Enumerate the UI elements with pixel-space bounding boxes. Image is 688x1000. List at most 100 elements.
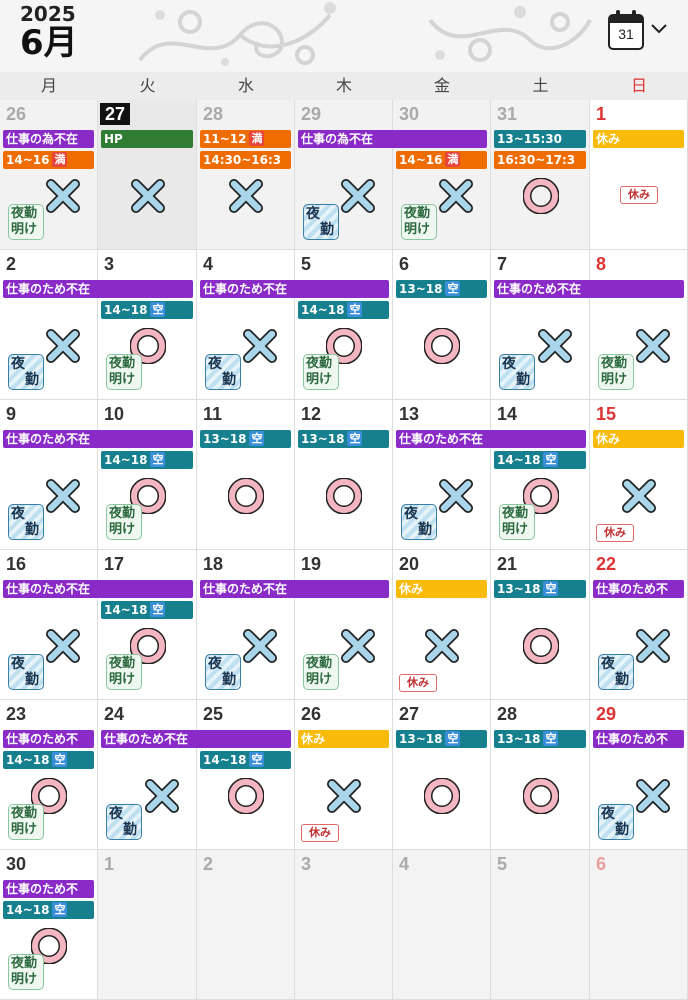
- circle-mark-icon: [522, 628, 559, 664]
- night-shift-text-2: 勤: [418, 522, 432, 538]
- after-night-shift-text-1: 夜勤: [109, 506, 136, 521]
- event-bar[interactable]: HP: [101, 130, 193, 148]
- event-bar[interactable]: 仕事のため不在: [3, 580, 193, 598]
- calendar-view-button[interactable]: 31: [606, 10, 668, 54]
- after-night-shift-text-1: 夜勤: [109, 356, 136, 371]
- available-tag: 空: [543, 452, 559, 467]
- event-bar[interactable]: 14~18 空: [101, 601, 193, 619]
- day-number: 4: [399, 854, 410, 874]
- day-cell[interactable]: 31: [491, 100, 590, 250]
- circle-mark-icon: [129, 478, 166, 514]
- month-label[interactable]: 6月: [20, 23, 78, 63]
- day-cell[interactable]: 27: [98, 100, 197, 250]
- event-text: 13~18: [203, 432, 247, 446]
- event-bar[interactable]: 休み: [593, 430, 684, 448]
- event-bar[interactable]: 14~18 空: [3, 901, 94, 919]
- day-number: 30: [6, 854, 27, 874]
- day-cell[interactable]: 25: [197, 700, 295, 850]
- event-text: 仕事のため不: [6, 732, 79, 746]
- day-cell[interactable]: 21: [491, 550, 590, 700]
- after-night-shift-stamp: 夜勤 明け: [106, 504, 142, 540]
- event-bar[interactable]: 14~18 空: [3, 751, 94, 769]
- event-text: 14~16: [6, 153, 50, 167]
- day-cell[interactable]: 28: [197, 100, 295, 250]
- event-bar[interactable]: 仕事のため不在: [3, 280, 193, 298]
- event-bar[interactable]: 仕事のため不: [3, 880, 94, 898]
- day-cell[interactable]: 12: [295, 400, 393, 550]
- available-tag: 空: [445, 281, 461, 296]
- day-cell[interactable]: 4: [197, 250, 295, 400]
- event-bar[interactable]: 仕事のため不: [593, 580, 684, 598]
- event-bar[interactable]: 仕事のため不: [3, 730, 94, 748]
- event-bar[interactable]: 仕事の為不在: [298, 130, 487, 148]
- event-bar[interactable]: 13~18 空: [494, 730, 586, 748]
- event-bar[interactable]: 14~18 空: [200, 751, 291, 769]
- cross-mark-icon: [622, 479, 656, 513]
- event-bar[interactable]: 仕事のため不在: [101, 730, 291, 748]
- event-bar[interactable]: 仕事のため不在: [396, 430, 586, 448]
- available-tag: 空: [543, 731, 559, 746]
- day-number: 2: [203, 854, 214, 874]
- day-cell[interactable]: 27: [393, 700, 491, 850]
- event-bar[interactable]: 13~18 空: [396, 730, 487, 748]
- day-cell[interactable]: 11: [197, 400, 295, 550]
- night-shift-text-1: 夜: [306, 206, 320, 222]
- event-bar[interactable]: 休み: [593, 130, 684, 148]
- event-bar[interactable]: 仕事の為不在: [3, 130, 94, 148]
- available-tag: 空: [543, 581, 559, 596]
- event-bar[interactable]: 休み: [396, 580, 487, 598]
- event-text: 休み: [399, 582, 424, 596]
- day-number: 14: [497, 404, 518, 424]
- day-cell[interactable]: 5: [295, 250, 393, 400]
- event-bar[interactable]: 仕事のため不在: [3, 430, 193, 448]
- event-bar[interactable]: 14~18 空: [494, 451, 586, 469]
- event-bar[interactable]: 11~12 満: [200, 130, 291, 148]
- after-night-shift-text-1: 夜勤: [306, 356, 333, 371]
- circle-mark-icon: [326, 478, 362, 514]
- circle-mark-icon: [522, 778, 559, 814]
- cross-mark-icon: [439, 179, 473, 213]
- night-shift-text-1: 夜: [208, 656, 222, 672]
- event-bar[interactable]: 仕事のため不: [593, 730, 684, 748]
- cross-mark-icon: [243, 629, 277, 663]
- day-cell[interactable]: 6: [393, 250, 491, 400]
- event-text: 仕事のため不在: [6, 432, 91, 446]
- event-bar[interactable]: 14~16 満: [3, 151, 94, 169]
- day-number: 26: [6, 104, 27, 124]
- night-shift-stamp: 夜勤: [205, 654, 241, 690]
- event-bar[interactable]: 仕事のため不在: [200, 280, 389, 298]
- day-number: 30: [399, 104, 420, 124]
- day-cell[interactable]: 1: [590, 100, 688, 250]
- event-bar[interactable]: 14~18 空: [101, 301, 193, 319]
- event-bar[interactable]: 休み: [298, 730, 389, 748]
- event-text: 14~18: [104, 303, 148, 317]
- event-text: 14~18: [203, 753, 247, 767]
- event-text: 仕事のため不: [596, 582, 669, 596]
- event-bar[interactable]: 13~18 空: [200, 430, 291, 448]
- event-bar[interactable]: 13~18 空: [494, 580, 586, 598]
- available-tag: 空: [249, 752, 265, 767]
- event-bar[interactable]: 仕事のため不在: [494, 280, 684, 298]
- day-cell: 5: [491, 850, 590, 1000]
- event-bar[interactable]: 仕事のため不在: [200, 580, 389, 598]
- event-text: 14~18: [497, 453, 541, 467]
- night-shift-stamp: 夜勤: [8, 504, 44, 540]
- event-bar[interactable]: 13~18 空: [298, 430, 389, 448]
- after-night-shift-stamp: 夜勤 明け: [8, 804, 44, 840]
- event-bar[interactable]: 13~18 空: [396, 280, 487, 298]
- full-tag: 満: [445, 152, 461, 167]
- event-bar[interactable]: 13~15:30: [494, 130, 586, 148]
- day-cell[interactable]: 28: [491, 700, 590, 850]
- circle-mark-icon: [228, 478, 264, 514]
- available-tag: 空: [150, 302, 166, 317]
- event-bar[interactable]: 14~18 空: [298, 301, 389, 319]
- available-tag: 空: [347, 431, 363, 446]
- event-bar[interactable]: 14~18 空: [101, 451, 193, 469]
- day-cell: 2: [197, 850, 295, 1000]
- event-bar[interactable]: 16:30~17:3: [494, 151, 586, 169]
- event-bar[interactable]: 14~16 満: [396, 151, 487, 169]
- event-bar[interactable]: 14:30~16:3: [200, 151, 291, 169]
- event-text: 仕事の為不在: [6, 132, 79, 146]
- day-number: 16: [6, 554, 27, 574]
- available-tag: 空: [150, 602, 166, 617]
